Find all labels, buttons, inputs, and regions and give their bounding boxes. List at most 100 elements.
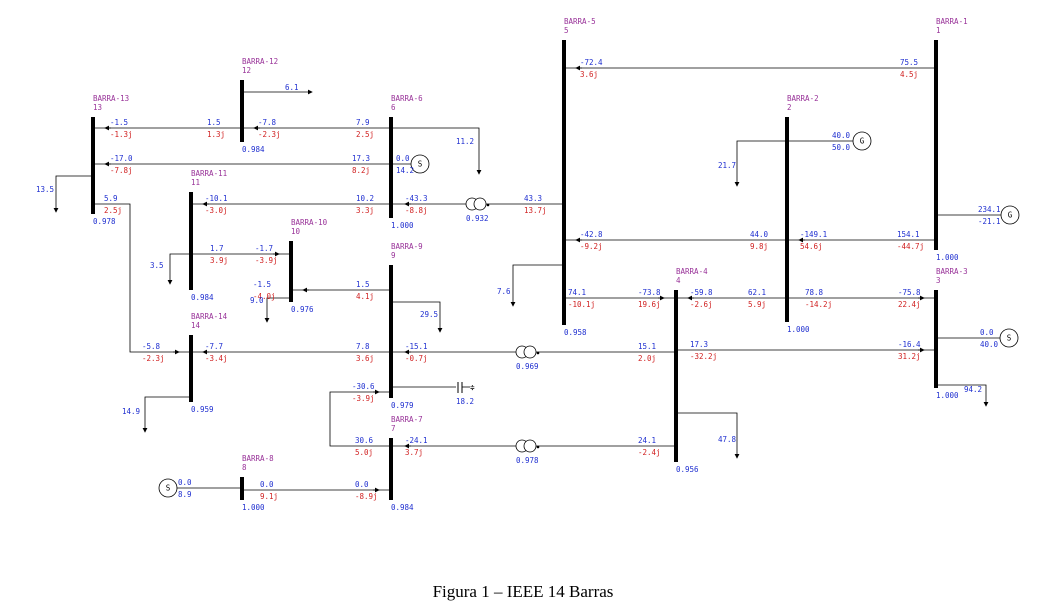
bus-bar-11 [189, 192, 193, 290]
flow-to-q-l1-5: 3.6j [580, 70, 598, 79]
bus-number-3: 3 [936, 276, 941, 285]
bus-bar-2 [785, 117, 789, 322]
flow-from-q-t5-6: 13.7j [524, 206, 547, 215]
generator-icon-g1 [1000, 205, 1020, 225]
bus-bar-12 [240, 80, 244, 142]
flow-to-q-l6-11: -3.0j [205, 206, 228, 215]
flow-to-p-l6-11: -10.1 [205, 194, 228, 203]
flow-from-q-l12-13: 1.3j [207, 130, 225, 139]
flow-from-p-t5-6: 43.3 [524, 194, 542, 203]
bus-number-4: 4 [676, 276, 681, 285]
generator-p-g8: 0.0 [178, 478, 192, 487]
load-value-d2: 21.7 [718, 161, 736, 170]
flow-to-p-t4-9: -15.1 [405, 342, 428, 351]
bus-name-1: BARRA-1 [936, 17, 968, 26]
flow-to-q-l8-7: -8.9j [355, 492, 378, 501]
bus-number-14: 14 [191, 321, 201, 330]
line-l13-14 [93, 203, 191, 353]
load-value-d4: 47.8 [718, 435, 737, 444]
flow-to-p-l7-9: -30.6 [352, 382, 375, 391]
flow-to-q-l5-4: 19.6j [638, 300, 661, 309]
bus-number-8: 8 [242, 463, 247, 472]
bus-bar-9 [389, 265, 393, 398]
load-value-d3: 94.2 [964, 385, 982, 394]
shunt-bus-9: ≑ 18.2 [391, 382, 475, 406]
generator-symbol-g1: G [1008, 211, 1013, 220]
bus-number-13: 13 [93, 103, 102, 112]
load-d9 [391, 301, 443, 333]
bus-voltage-10: 0.976 [291, 305, 314, 314]
bus-bar-10 [289, 241, 293, 302]
flow-from-q-l6-11: 3.3j [356, 206, 374, 215]
tap-ratio-t5-6: 0.932 [466, 214, 489, 223]
generator-q-g1: -21.1 [978, 217, 1001, 226]
bus-voltage-14: 0.959 [191, 405, 214, 414]
flow-from-p-l5-4: 74.1 [568, 288, 586, 297]
bus-bar-1 [934, 40, 938, 250]
flow-from-p-t4-9: 15.1 [638, 342, 656, 351]
generator-p-g2: 40.0 [832, 131, 851, 140]
flow-from-q-l13-14: 2.5j [104, 206, 122, 215]
bus-number-7: 7 [391, 424, 396, 433]
flow-from-q-l6-12: 2.5j [356, 130, 374, 139]
flow-from-p-l4-3: 17.3 [690, 340, 708, 349]
bus-voltage-11: 0.984 [191, 293, 214, 302]
generator-q-g8: 8.9 [178, 490, 192, 499]
flow-to-q-l13-14: -2.3j [142, 354, 165, 363]
flow-from-q-l4-3: -32.2j [690, 352, 717, 361]
tap-dot-t4-9 [536, 351, 540, 355]
load-value-d13: 13.5 [36, 185, 54, 194]
generator-p-g6: 0.0 [396, 154, 410, 163]
bus-voltage-13: 0.978 [93, 217, 116, 226]
flow-to-q-l2-5: -9.2j [580, 242, 603, 251]
bus-bar-7 [389, 438, 393, 500]
bus-number-5: 5 [564, 26, 569, 35]
bus-number-10: 10 [291, 227, 301, 236]
bus-voltage-8: 1.000 [242, 503, 265, 512]
bus-name-3: BARRA-3 [936, 267, 968, 276]
load-d3 [936, 384, 989, 407]
flow-from-q-l5-4: -10.1j [568, 300, 595, 309]
bus-voltage-5: 0.958 [564, 328, 587, 337]
flow-from-p-l2-5: 44.0 [750, 230, 769, 239]
sync-compensator-icon-g3 [999, 328, 1019, 348]
sync-compensator-icon-g8 [158, 478, 178, 498]
line-l7-9 [329, 391, 391, 447]
bus-voltage-1: 1.000 [936, 253, 959, 262]
transformer-winding-t5-6 [473, 197, 487, 211]
flow-to-q-l4-3: 31.2j [898, 352, 921, 361]
flow-to-p-l11-10: -1.7 [255, 244, 273, 253]
flow-to-p-t5-6: -43.3 [405, 194, 428, 203]
flow-from-p-l13-14: 5.9 [104, 194, 118, 203]
flow-to-p-l8-7: 0.0 [355, 480, 369, 489]
flow-to-q-l2-3: 22.4j [898, 300, 921, 309]
bus-bar-4 [674, 290, 678, 462]
load-value-d14: 14.9 [122, 407, 140, 416]
flow-to-q-t5-6: -8.8j [405, 206, 428, 215]
flow-from-q-l9-10: 4.1j [356, 292, 374, 301]
flow-to-q-l6-13: -7.8j [110, 166, 133, 175]
bus-name-13: BARRA-13 [93, 94, 129, 103]
flow-from-p-l2-4: 62.1 [748, 288, 766, 297]
flow-from-q-t4-7: -2.4j [638, 448, 661, 457]
generator-p-g3: 0.0 [980, 328, 994, 337]
flow-to-p-l1-2: -149.1 [800, 230, 827, 239]
sync-compensator-icon-g6 [410, 154, 430, 174]
generator-q-g2: 50.0 [832, 143, 851, 152]
bus-name-5: BARRA-5 [564, 17, 596, 26]
load-d13 [53, 175, 93, 213]
flow-from-p-l6-12: 7.9 [356, 118, 370, 127]
flow-to-p-l13-14: -5.8 [142, 342, 161, 351]
flow-from-q-l1-5: 4.5j [900, 70, 918, 79]
generator-p-g1: 234.1 [978, 205, 1001, 214]
load-d14 [142, 396, 191, 433]
flow-from-q-l1-2: -44.7j [897, 242, 924, 251]
bus-name-2: BARRA-2 [787, 94, 819, 103]
load-d4 [676, 412, 740, 459]
flow-to-q-l11-10: -3.9j [255, 256, 278, 265]
bus-number-9: 9 [391, 251, 396, 260]
generator-icon-g2 [852, 131, 872, 151]
flow-from-q-l7-9: 5.0j [355, 448, 373, 457]
flow-from-q-l2-5: 9.8j [750, 242, 768, 251]
generator-symbol-g2: G [860, 137, 865, 146]
